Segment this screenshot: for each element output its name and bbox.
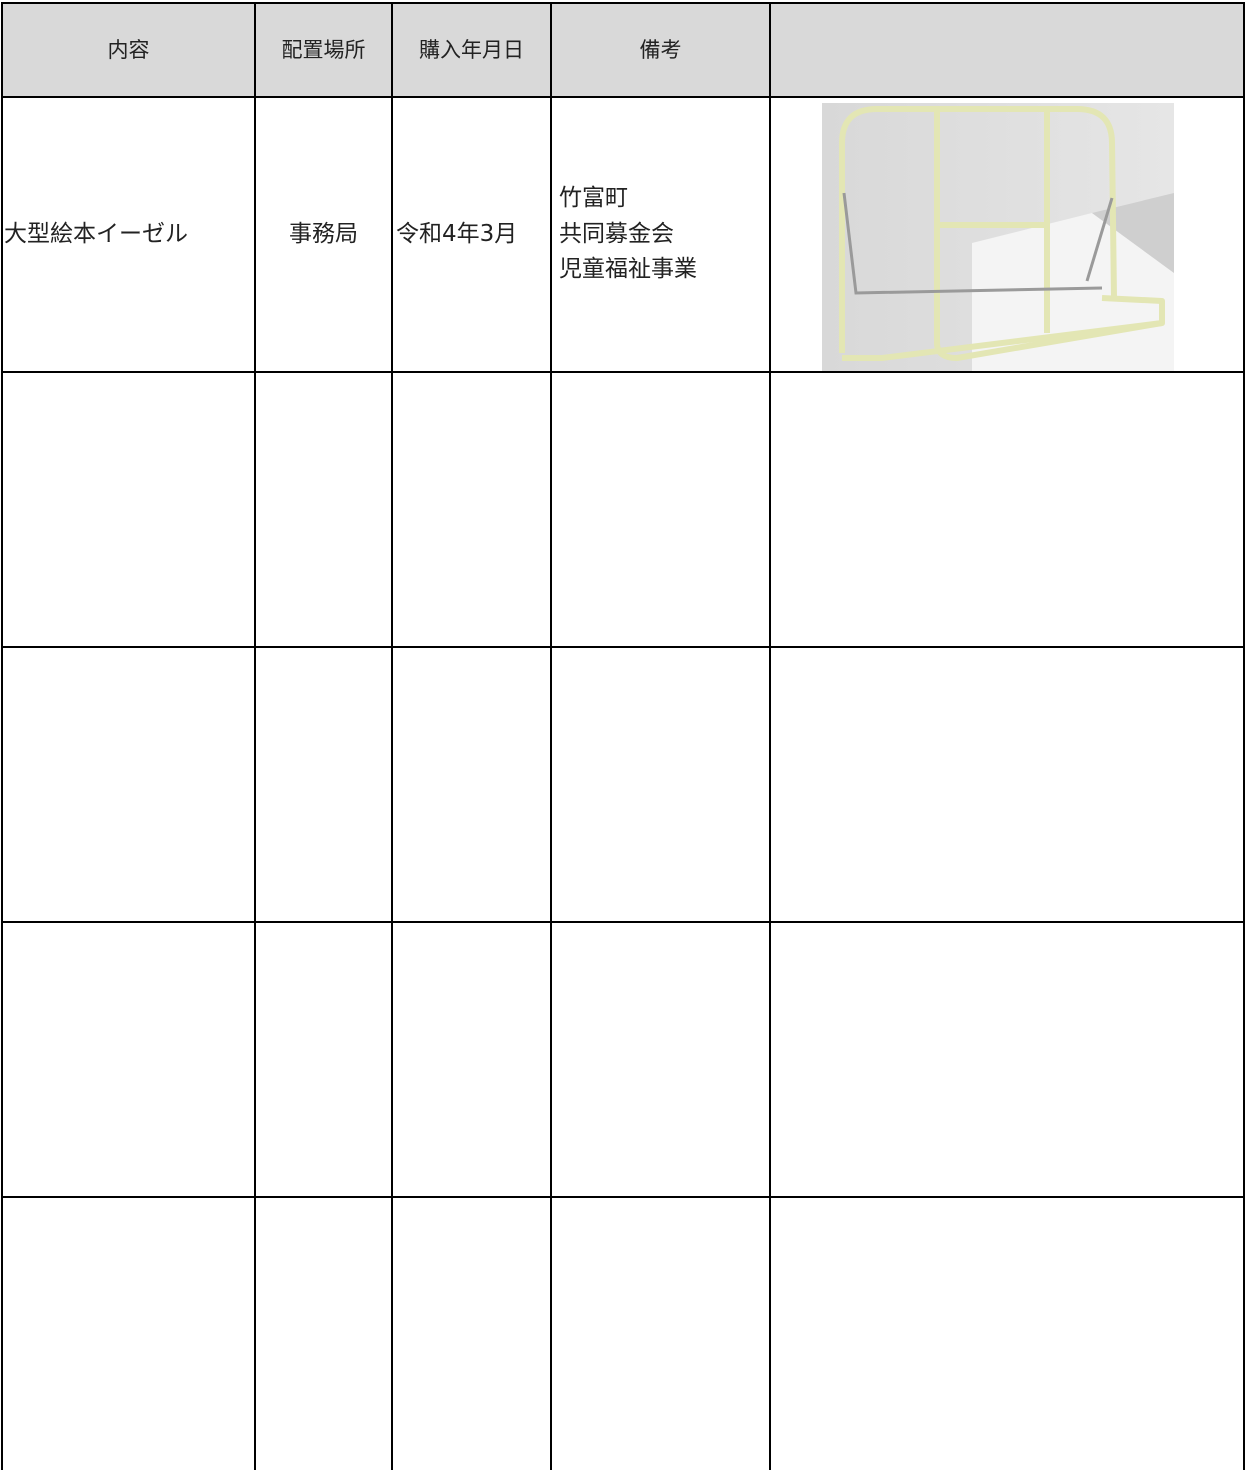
rule — [391, 2, 393, 1470]
rule — [769, 2, 771, 1470]
header-cell: 内容 — [107, 37, 150, 62]
note-line: 共同募金会 — [559, 220, 674, 247]
cell-date: 令和4年3月 — [396, 220, 518, 247]
rule — [2, 921, 1245, 923]
header-cell: 備考 — [639, 37, 682, 62]
rule — [550, 2, 552, 1470]
rule — [1243, 2, 1245, 1470]
rule — [1, 2, 3, 1470]
header-cell: 配置場所 — [281, 37, 366, 62]
cell-place: 事務局 — [289, 220, 358, 247]
rule — [2, 2, 1245, 4]
note-lines: 竹富町 共同募金会 児童福祉事業 — [559, 181, 697, 288]
cell-note: 竹富町 共同募金会 児童福祉事業 — [551, 97, 770, 372]
cell-name: 大型絵本イーゼル — [4, 220, 188, 247]
header-cell: 購入年月日 — [419, 37, 524, 62]
rule — [2, 1196, 1245, 1198]
header-bg — [2, 3, 1243, 97]
rule — [2, 371, 1245, 373]
rule — [2, 646, 1245, 648]
easel-photo — [822, 103, 1174, 372]
rule — [2, 96, 1245, 98]
note-line: 竹富町 — [559, 185, 628, 212]
note-line: 児童福祉事業 — [559, 256, 697, 283]
rule — [254, 2, 256, 1470]
